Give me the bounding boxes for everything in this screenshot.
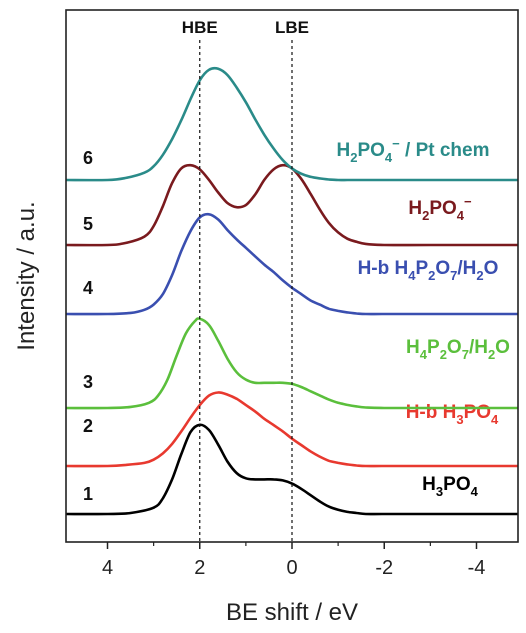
series-number-3: 3 [83,372,93,392]
series-number-2: 2 [83,416,93,436]
series-line-4 [65,212,518,316]
x-axis-title: BE shift / eV [226,599,358,626]
series-line-6 [65,66,518,182]
series-label-4: H-b H4P2O7/H2O [358,258,499,283]
series-layer: 1 H3PO4 2 H-b H3PO4 3 H4P2O7/H2O 4 H-b H4P2O7/H… [65,66,518,516]
x-tick-label: 2 [194,557,205,579]
series-label-2: H-b H3PO4 [406,402,499,427]
series-number-6: 6 [83,148,93,168]
series-line-3 [65,317,518,410]
reference-lines: HBE LBE [182,18,309,542]
y-axis-title: Intensity / a.u. [13,201,40,350]
x-tick-label: 0 [286,557,297,579]
series-number-5: 5 [83,214,93,234]
series-line-2 [65,391,518,468]
series-label-3: H4P2O7/H2O [406,337,510,362]
x-tick-label: 4 [102,557,113,579]
reference-label-lbe: LBE [275,18,309,37]
reference-label-hbe: HBE [182,18,218,37]
series-label-1: H3PO4 [422,474,478,499]
series-number-1: 1 [83,484,93,504]
series-label-5: H2PO4− [408,194,472,223]
series-label-6: H2PO4− / Pt chem [337,136,490,165]
x-tick-label: -2 [375,557,393,579]
x-tick-label: -4 [468,557,486,579]
series-line-1 [65,423,518,516]
series-number-4: 4 [83,278,93,298]
series-line-5 [65,163,518,247]
x-axis-ticks: 4 2 0 -2 -4 [102,542,485,579]
